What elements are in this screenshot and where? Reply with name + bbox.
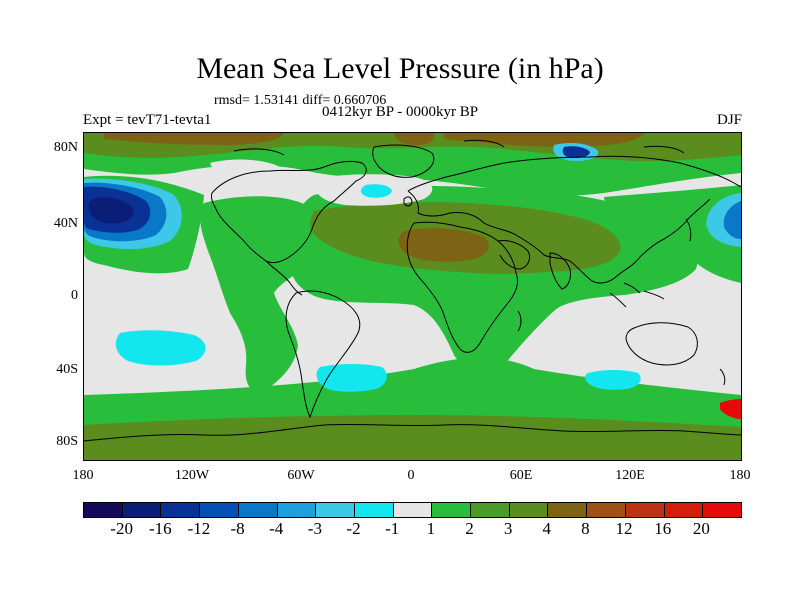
map-svg <box>84 133 741 460</box>
east-asia-green <box>604 185 741 283</box>
lon-label-60e: 60E <box>509 468 533 483</box>
colorbar-swatch <box>703 503 741 517</box>
arctic-brown-west <box>104 133 284 145</box>
period-text: 0412kyr BP - 0000kyr BP <box>322 104 479 120</box>
arctic-brown-east <box>444 133 644 147</box>
pressure-map <box>83 132 742 461</box>
colorbar-swatch <box>432 503 472 517</box>
lat-label-80n: 80N <box>53 140 78 155</box>
colorbar-label: -20 <box>110 519 133 538</box>
antarctic-olive <box>84 415 741 460</box>
colorbar <box>83 502 742 518</box>
colorbar-swatch <box>316 503 355 517</box>
colorbar-label: -12 <box>187 519 211 538</box>
colorbar-swatch <box>161 503 201 517</box>
barents-low-core <box>562 146 590 158</box>
lon-label-120w: 120W <box>174 468 210 483</box>
stats-text: rmsd= 1.53141 diff= 0.660706 <box>214 93 387 108</box>
colorbar-swatch <box>238 503 278 517</box>
lon-label-180e: 180 <box>729 468 751 483</box>
colorbar-swatch <box>471 503 510 517</box>
south-pacific-cyan <box>115 330 206 366</box>
east-pacific-low-core <box>723 201 741 239</box>
lon-label-60w: 60W <box>287 468 315 483</box>
colorbar-swatch <box>277 503 317 517</box>
season-label: DJF <box>716 112 742 128</box>
experiment-label: Expt = tevT71-tevta1 <box>83 112 212 128</box>
colorbar-label: 20 <box>692 519 710 538</box>
colorbar-label: -8 <box>230 519 245 538</box>
south-atlantic-cyan <box>316 364 387 392</box>
lon-label-0: 0 <box>407 468 415 483</box>
arctic-red-patch <box>394 133 435 145</box>
colorbar-label: -2 <box>346 519 361 538</box>
lat-label-0: 0 <box>71 288 78 303</box>
lon-label-120e: 120E <box>615 468 645 483</box>
americas-green <box>200 196 322 392</box>
colorbar-label: 12 <box>615 519 633 538</box>
chart-title: Mean Sea Level Pressure (in hPa) <box>196 52 604 85</box>
colorbar-swatch <box>200 503 239 517</box>
colorbar-label: -4 <box>269 519 284 538</box>
colorbar-label: 1 <box>426 519 436 538</box>
colorbar-swatch <box>509 503 549 517</box>
coastlines <box>84 139 741 442</box>
colorbar-label: 4 <box>542 519 552 538</box>
lon-label-180w: 180 <box>72 468 94 483</box>
colorbar-swatch <box>548 503 588 517</box>
colorbar-swatch <box>354 503 394 517</box>
south-indian-cyan <box>585 370 641 390</box>
north-africa-brown <box>398 228 489 262</box>
lat-label-40n: 40N <box>53 216 78 231</box>
colorbar-label: -16 <box>148 519 172 538</box>
colorbar-swatch <box>664 503 704 517</box>
colorbar-label: -1 <box>385 519 400 538</box>
colorbar-label: 8 <box>581 519 590 538</box>
colorbar-label: 3 <box>503 519 513 538</box>
north-america-neutral <box>210 159 281 185</box>
pacific-red-patch <box>720 399 741 419</box>
colorbar-label: -3 <box>307 519 322 538</box>
north-atlantic-cyan <box>360 184 392 198</box>
colorbar-swatch <box>393 503 433 517</box>
colorbar-label: 16 <box>654 519 672 538</box>
colorbar-swatch <box>122 503 162 517</box>
colorbar-label: 2 <box>465 519 474 538</box>
lat-label-80s: 80S <box>56 434 78 449</box>
lat-label-40s: 40S <box>56 362 78 377</box>
colorbar-swatch <box>625 503 665 517</box>
aleutian-low-center <box>88 197 134 224</box>
colorbar-swatch <box>587 503 626 517</box>
colorbar-swatch <box>84 503 123 517</box>
